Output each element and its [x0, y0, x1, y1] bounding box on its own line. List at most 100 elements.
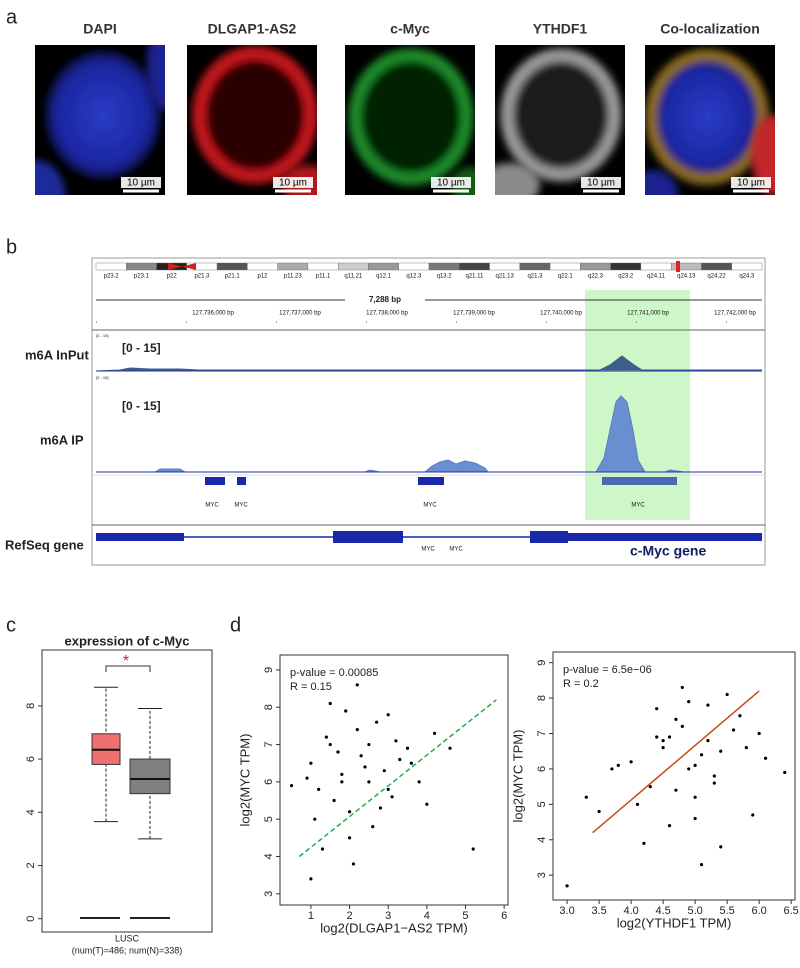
gene-label: MYC	[449, 547, 463, 553]
point	[313, 817, 317, 821]
band	[126, 262, 157, 271]
x-tick-label: 1	[308, 910, 314, 922]
point	[309, 877, 313, 881]
point	[687, 700, 691, 704]
point	[305, 776, 309, 780]
coordinate: 127,742,000 bp	[714, 311, 756, 317]
point	[763, 756, 768, 760]
point	[648, 785, 652, 789]
band	[640, 262, 672, 271]
highlight-region	[585, 290, 690, 520]
y-tick-label: 9	[536, 660, 548, 666]
x-tick-label: 4.0	[623, 905, 638, 917]
x-tick-label: 5.0	[687, 905, 702, 917]
scale-box	[273, 177, 313, 188]
band-label: q22.1	[558, 274, 574, 280]
x-tick-label: LUSC	[115, 933, 140, 943]
point	[432, 731, 437, 735]
point	[375, 720, 379, 724]
image-title: DLGAP1-AS2	[208, 21, 297, 37]
point	[390, 795, 394, 799]
point	[783, 770, 787, 775]
point	[706, 703, 710, 707]
charts: 0 2 4 6 8 3 4 5 6 7 8 9 1 2 3 4 5 6 p-value = 0.00085 R = 0…	[25, 649, 799, 935]
point	[328, 701, 332, 706]
point	[332, 798, 336, 803]
x-axis-label: log2(YTHDF1 TPM)	[617, 915, 732, 930]
plot-frame	[552, 651, 796, 901]
gene-label: MYC	[631, 503, 645, 509]
band	[216, 262, 248, 271]
band	[459, 262, 490, 271]
image-title: c-Myc	[390, 21, 430, 37]
x-tick-label: 3	[385, 910, 391, 922]
band	[610, 262, 642, 271]
y-tick-label: 0	[25, 916, 37, 922]
track-range-small: [0 - 15]	[96, 333, 108, 338]
point	[328, 742, 332, 747]
point	[471, 847, 475, 851]
plot-frame	[279, 654, 509, 906]
gene-name: c-Myc gene	[630, 543, 706, 559]
y-axis-label: log2(MYC TPM)	[510, 730, 525, 823]
coordinate: 127,741,000 bp	[627, 311, 669, 317]
scale-box	[431, 177, 471, 188]
point	[344, 709, 348, 713]
y-tick-label: 7	[536, 730, 548, 736]
ruler-label-bg	[345, 294, 425, 306]
track-label: m6A IP	[40, 432, 84, 447]
coordinate: 127,738,000 bp	[366, 311, 408, 317]
fit-line	[298, 699, 497, 858]
x-tick-label: 6	[501, 910, 507, 922]
point	[359, 754, 363, 758]
band-label: q21.13	[496, 274, 515, 280]
point	[731, 728, 736, 732]
band	[95, 262, 127, 271]
point	[340, 772, 344, 777]
point	[597, 809, 601, 814]
image-title: YTHDF1	[533, 21, 588, 37]
x-axis-note: (num(T)=486; num(N)=338)	[72, 945, 183, 955]
point	[309, 761, 313, 765]
point	[610, 767, 614, 771]
band-label: p21.1	[225, 274, 241, 280]
y-tick-label: 5	[263, 816, 275, 822]
band	[701, 262, 732, 271]
scale-box	[121, 177, 161, 188]
x-tick-label: 4.5	[655, 905, 670, 917]
y-axis-label: log2(MYC TPM)	[237, 734, 252, 827]
gene-label: MYC	[205, 503, 219, 509]
track-label: m6A InPut	[25, 347, 89, 362]
band	[580, 262, 611, 271]
panel-label: d	[230, 614, 241, 636]
band-label: p23.2	[104, 274, 120, 280]
y-tick-label: 5	[536, 801, 548, 807]
point	[680, 724, 684, 729]
point	[674, 717, 678, 721]
y-tick-label: 6	[536, 766, 548, 772]
scale-label: 10 µm	[279, 178, 307, 189]
point	[667, 735, 672, 739]
image-title: DAPI	[83, 21, 116, 37]
x-tick-label: 5.5	[719, 905, 734, 917]
band	[277, 262, 309, 271]
y-tick-label: 8	[263, 704, 275, 710]
point	[405, 746, 410, 750]
band-label: q13.2	[437, 274, 453, 280]
point	[674, 788, 678, 792]
band-label: q21.11	[465, 274, 484, 280]
band-label: q24.22	[707, 274, 726, 280]
point	[336, 750, 340, 754]
point	[355, 683, 359, 687]
point	[347, 810, 352, 814]
point	[448, 746, 452, 750]
y-tick-label: 6	[263, 779, 275, 785]
image-title: Co-localization	[660, 21, 760, 37]
gene-exon	[333, 531, 403, 543]
point	[363, 765, 367, 769]
point	[565, 884, 569, 888]
band	[489, 262, 521, 271]
y-tick-label: 7	[263, 741, 275, 747]
band-label: q24.13	[677, 274, 696, 280]
point	[629, 760, 633, 764]
